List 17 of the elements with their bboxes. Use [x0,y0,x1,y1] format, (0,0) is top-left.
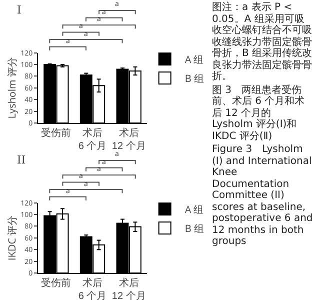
x-tick-label: 受伤前 [41,277,72,289]
chart-title: I [16,4,22,17]
legend-label: A 组 [184,202,204,216]
chart-title: II [16,154,26,167]
text: Figure 3 Lysholm (I) and International Knee Documentation Committee (II) scores at baseline, postoperative 6 and 12 months in both groups [212,144,313,247]
x-tick-label: 术后 12 个月 [112,127,146,152]
x-tick-label: 术后 6 个月 [78,277,107,300]
x-tick-label: 术后 6 个月 [78,127,107,152]
text: 图注：a 表示 P < 0.05。A 组采用可吸收空心螺钉结合不可吸收缝线张力带固定髌骨骨折，B 组采用传统改良张力带法固定髌骨骨折。 [212,2,313,82]
y-axis-title: IKDC 评分 [4,215,19,260]
legend-label: B 组 [184,220,204,235]
y-axis-title: Lysholm 评分 [4,57,19,119]
legend-label: B 组 [184,70,204,85]
x-tick-label: 术后 12 个月 [112,277,146,300]
legend-label: A 组 [184,52,204,66]
x-tick-label: 受伤前 [41,127,72,139]
caption: 图 3 两组患者受伤前、术后 6 个月和术后 12 个月的 Lysholm 评分(Ⅰ)和 IKDC 评分(Ⅱ) [212,84,306,142]
